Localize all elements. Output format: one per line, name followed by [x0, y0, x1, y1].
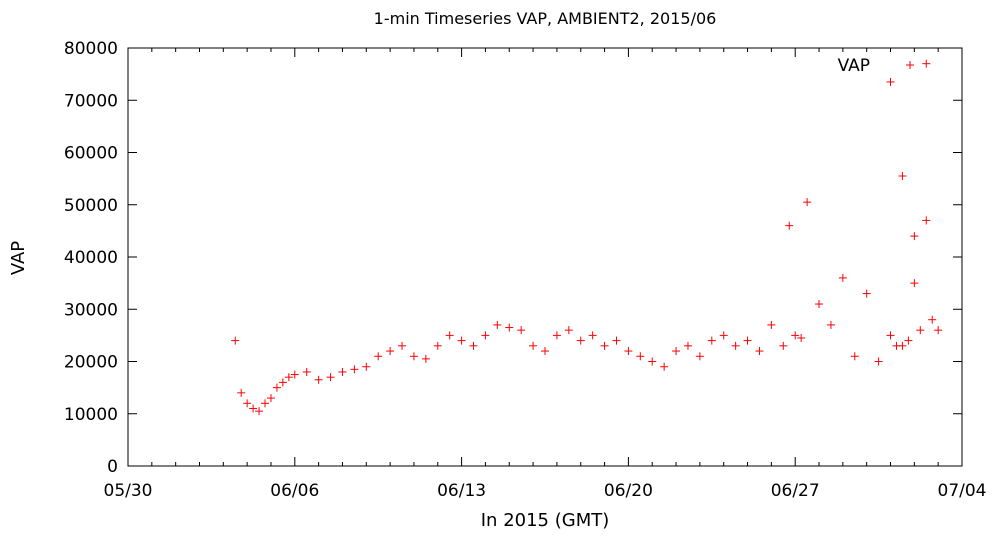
data-point: [231, 336, 240, 345]
data-point: [636, 352, 645, 361]
x-tick-label: 06/13: [437, 481, 486, 501]
data-point: [612, 336, 621, 345]
data-point: [302, 367, 311, 376]
axis-ticks: 0 10000 20000 30000 40000 50000 60000 70000 8000…: [64, 39, 987, 501]
data-point: [743, 336, 752, 345]
x-tick-label: 07/04: [938, 481, 987, 501]
data-point: [314, 375, 323, 384]
data-point: [850, 352, 859, 361]
data-point: [576, 336, 585, 345]
data-point: [386, 347, 395, 356]
data-point: [886, 331, 895, 340]
data-point: [266, 394, 275, 403]
data-point: [541, 347, 549, 356]
data-point: [767, 320, 776, 329]
data-point: [862, 289, 871, 298]
x-tick-label: 05/30: [104, 481, 153, 501]
data-point: [838, 273, 847, 282]
data-point: [481, 331, 490, 340]
legend-label: VAP: [838, 56, 870, 76]
data-point: [755, 347, 764, 356]
data-point: [445, 331, 454, 340]
data-point: [588, 331, 597, 340]
y-axis-label: VAP: [8, 241, 29, 275]
data-point: [904, 336, 913, 345]
data-point: [374, 352, 383, 361]
y-tick-label: 0: [107, 457, 118, 477]
data-point: [815, 300, 824, 309]
data-point: [660, 362, 669, 371]
data-point: [826, 320, 835, 329]
data-point: [898, 341, 907, 350]
data-point: [505, 323, 514, 332]
y-tick-label: 20000: [64, 353, 118, 373]
data-point: [910, 232, 919, 241]
data-point: [624, 347, 633, 356]
data-point: [785, 221, 794, 230]
data-point: [934, 326, 943, 335]
data-point: [922, 59, 931, 68]
data-point: [922, 216, 931, 225]
legend: VAP: [838, 56, 914, 76]
data-point: [272, 383, 281, 392]
data-point: [731, 341, 740, 350]
data-points: [231, 59, 943, 416]
data-point: [421, 354, 430, 363]
data-point: [797, 333, 806, 342]
data-point: [791, 331, 800, 340]
data-point: [695, 352, 704, 361]
data-point: [683, 341, 692, 350]
data-point: [600, 341, 609, 350]
data-point: [529, 341, 538, 350]
data-point: [237, 388, 246, 397]
y-tick-label: 40000: [64, 248, 118, 268]
data-point: [350, 365, 359, 374]
data-point: [469, 341, 478, 350]
data-point: [898, 172, 907, 181]
data-point: [493, 320, 502, 329]
data-point: [910, 279, 919, 288]
x-tick-label: 06/27: [771, 481, 820, 501]
data-point: [284, 373, 293, 382]
data-point: [457, 336, 466, 345]
data-point: [255, 407, 264, 416]
data-point: [326, 373, 335, 382]
data-point: [803, 198, 812, 207]
data-point: [290, 370, 299, 379]
data-point: [338, 367, 347, 376]
x-axis-label: In 2015 (GMT): [481, 510, 610, 531]
data-point: [517, 326, 526, 335]
data-point: [719, 331, 728, 340]
data-point: [928, 315, 937, 324]
y-tick-label: 60000: [64, 144, 118, 164]
data-point: [362, 362, 371, 371]
data-point: [243, 399, 252, 408]
data-point: [648, 357, 657, 366]
data-point: [916, 326, 925, 335]
data-point: [874, 357, 883, 366]
data-point: [672, 347, 681, 356]
data-point: [886, 77, 895, 86]
chart-title: 1-min Timeseries VAP, AMBIENT2, 2015/06: [374, 9, 717, 28]
data-point: [707, 336, 716, 345]
x-tick-label: 06/20: [604, 481, 653, 501]
data-point: [261, 399, 270, 408]
y-tick-label: 50000: [64, 196, 118, 216]
data-point: [249, 404, 258, 413]
data-point: [398, 341, 407, 350]
y-tick-label: 30000: [64, 300, 118, 320]
y-tick-label: 80000: [64, 39, 118, 59]
y-tick-label: 70000: [64, 91, 118, 111]
data-point: [409, 352, 418, 361]
data-point: [779, 341, 788, 350]
data-point: [278, 378, 287, 387]
data-point: [433, 341, 442, 350]
x-tick-label: 06/06: [270, 481, 319, 501]
data-point: [552, 331, 561, 340]
y-tick-label: 10000: [64, 405, 118, 425]
data-point: [564, 326, 573, 335]
plot-area-frame: [127, 47, 963, 467]
